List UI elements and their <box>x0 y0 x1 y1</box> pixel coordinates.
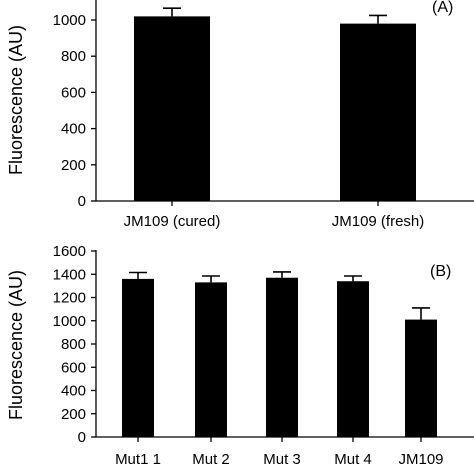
panel-b-axes <box>95 250 474 438</box>
panel-b-bar <box>195 282 227 437</box>
panel-a-category-label: JM109 (cured) <box>124 213 221 230</box>
panel-b-y-tick-label: 1200 <box>53 290 86 307</box>
panel-a: Fluorescence (AU) (A) 02004006008001000 … <box>6 0 474 230</box>
panel-b-y-tick-label: 400 <box>61 383 86 400</box>
panel-a-bar <box>340 23 416 202</box>
panel-a-category-label: JM109 (fresh) <box>332 213 425 230</box>
panel-b: Fluorescence (AU) (B) 0 200 400 600 800 1000 1… <box>6 243 474 468</box>
panel-a-y-tick-label: 200 <box>61 157 86 174</box>
panel-b-category-label: Mut1 1 <box>115 451 161 468</box>
panel-a-y-tick-label: 0 <box>78 193 86 210</box>
panel-b-y-tick-label: 600 <box>61 359 86 376</box>
panel-a-axes <box>95 0 474 202</box>
panel-a-y-tick-label: 400 <box>61 121 86 138</box>
panel-b-y-tick-label: 1400 <box>53 266 86 283</box>
panel-b-category-label: Mut 4 <box>334 451 372 468</box>
panel-b-category-label: Mut 3 <box>263 451 301 468</box>
panel-a-label: (A) <box>432 0 453 16</box>
panel-b-bar <box>405 319 437 437</box>
panel-a-bar <box>134 16 210 201</box>
panel-b-y-axis-title: Fluorescence (AU) <box>6 270 26 420</box>
panel-b-bar <box>266 277 298 437</box>
panel-b-y-tick-label: 800 <box>61 336 86 353</box>
panel-b-y-tick-label: 1000 <box>53 313 86 330</box>
panel-b-y-tick-label: 200 <box>61 406 86 423</box>
panel-b-y-tick-label: 1600 <box>53 243 86 260</box>
panel-a-y-tick-label: 1000 <box>53 12 86 29</box>
panel-a-y-tick-label: 800 <box>61 48 86 65</box>
panel-a-y-axis-title: Fluorescence (AU) <box>6 25 26 175</box>
panel-b-label: (B) <box>430 263 451 280</box>
panel-b-bar <box>337 281 369 437</box>
panel-b-bar <box>122 278 154 437</box>
panel-b-category-label: Mut 2 <box>192 451 230 468</box>
panel-a-y-tick-label: 600 <box>61 84 86 101</box>
panel-b-y-tick-label: 0 <box>78 429 86 446</box>
panel-b-category-label: JM109 <box>398 451 443 468</box>
